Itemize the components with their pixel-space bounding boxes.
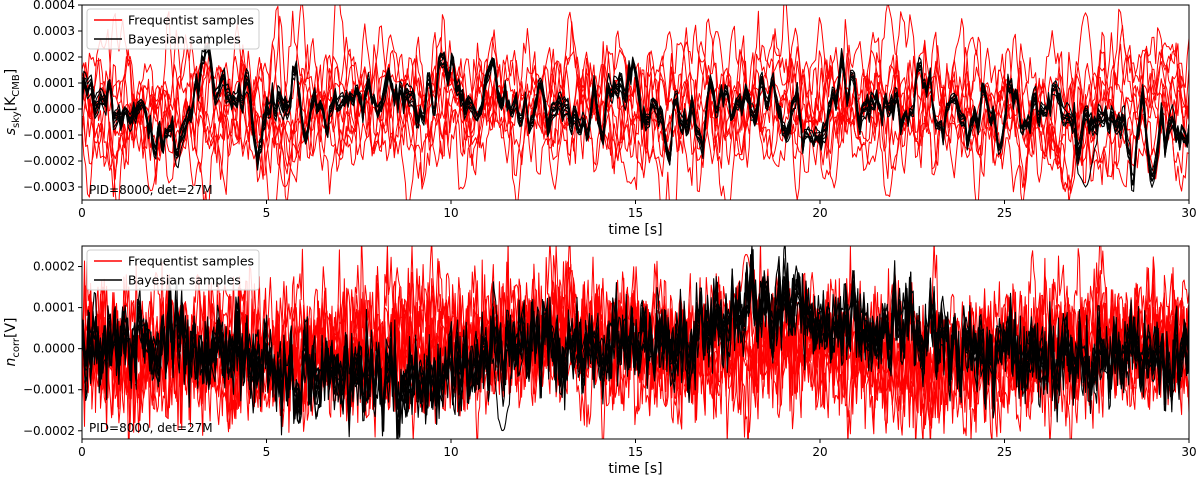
top-annotation: PID=8000, det=27M bbox=[89, 183, 213, 197]
frequentist-sample-line bbox=[82, 25, 1189, 200]
bottom-annotation: PID=8000, det=27M bbox=[89, 421, 213, 435]
x-tick-label: 30 bbox=[1181, 206, 1196, 220]
y-tick-label: −0.0002 bbox=[23, 154, 75, 168]
x-tick-label: 30 bbox=[1181, 445, 1196, 459]
y-tick-label: −0.0001 bbox=[23, 128, 75, 142]
top-legend-box bbox=[86, 8, 260, 50]
y-tick-label: 0.0000 bbox=[33, 102, 75, 116]
bottom-legend-bayesian-label: Bayesian samples bbox=[128, 273, 241, 288]
top-panel: 0 5 10 15 20 25 30 −0.0003 −0.0002 −0.0001 0.0000 0… bbox=[3, 0, 1197, 238]
y-tick-label: −0.0002 bbox=[23, 424, 75, 438]
bottom-legend: Frequentist samples Bayesian samples bbox=[86, 249, 260, 291]
top-legend-bayesian-label: Bayesian samples bbox=[128, 32, 241, 47]
x-tick-label: 20 bbox=[812, 445, 827, 459]
bottom-y-axis-label: ncorr[V] bbox=[3, 317, 22, 366]
x-tick-label: 5 bbox=[263, 206, 271, 220]
y-tick-label: 0.0000 bbox=[33, 342, 75, 356]
bottom-legend-frequentist-label: Frequentist samples bbox=[128, 254, 254, 269]
y-tick-label: −0.0001 bbox=[23, 383, 75, 397]
bayesian-sample-line bbox=[82, 47, 1189, 192]
x-tick-label: 25 bbox=[997, 445, 1012, 459]
y-tick-label: 0.0001 bbox=[33, 301, 75, 315]
top-legend: Frequentist samples Bayesian samples bbox=[86, 8, 260, 50]
x-tick-label: 0 bbox=[78, 445, 86, 459]
y-tick-label: 0.0001 bbox=[33, 76, 75, 90]
bottom-plot-frame bbox=[81, 245, 1190, 440]
y-tick-label: 0.0002 bbox=[33, 260, 75, 274]
frequentist-sample-line bbox=[82, 5, 1189, 200]
bottom-legend-box bbox=[86, 249, 260, 291]
y-tick-label: 0.0004 bbox=[33, 0, 75, 12]
x-tick-label: 0 bbox=[78, 206, 86, 220]
top-x-axis-label: time [s] bbox=[608, 222, 662, 238]
top-legend-frequentist-label: Frequentist samples bbox=[128, 13, 254, 28]
top-y-axis-label: ssky[KCMB] bbox=[3, 69, 22, 135]
x-tick-label: 15 bbox=[628, 445, 643, 459]
x-tick-label: 20 bbox=[812, 206, 827, 220]
y-tick-label: 0.0003 bbox=[33, 24, 75, 38]
top-plot-frame bbox=[81, 4, 1190, 201]
y-tick-label: 0.0002 bbox=[33, 50, 75, 64]
bottom-panel: 0 5 10 15 20 25 30 −0.0002 −0.0001 0.0000 0.0001 0.… bbox=[3, 245, 1197, 477]
x-tick-label: 5 bbox=[263, 445, 271, 459]
x-tick-label: 10 bbox=[443, 206, 458, 220]
y-tick-label: −0.0003 bbox=[23, 180, 75, 194]
x-tick-label: 25 bbox=[997, 206, 1012, 220]
x-tick-label: 10 bbox=[443, 445, 458, 459]
bottom-x-axis-label: time [s] bbox=[608, 461, 662, 477]
x-tick-label: 15 bbox=[628, 206, 643, 220]
bayesian-sample-line bbox=[82, 246, 1189, 428]
